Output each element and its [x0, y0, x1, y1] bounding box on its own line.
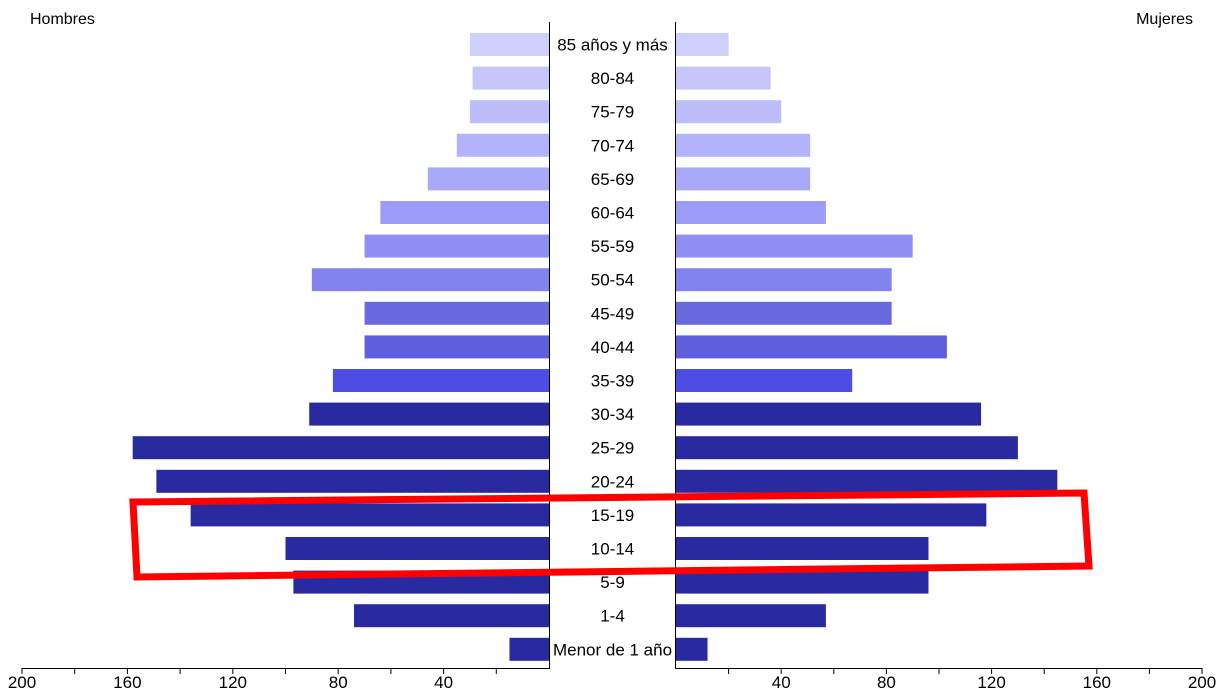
age-label-1: 80-84 — [591, 69, 634, 88]
bar-mujeres-6 — [676, 234, 913, 258]
bar-hombres-10 — [332, 369, 549, 392]
age-label-17: 1-4 — [600, 607, 625, 626]
bar-hombres-15 — [285, 537, 549, 560]
bar-hombres-17 — [354, 604, 549, 628]
right-tick-label-0: 40 — [772, 673, 791, 691]
bar-hombres-12 — [132, 436, 550, 460]
right-tick-label-3: 160 — [1083, 673, 1111, 691]
bar-hombres-0 — [469, 33, 549, 56]
bar-mujeres-16 — [676, 570, 929, 594]
bar-mujeres-2 — [676, 100, 782, 124]
bar-hombres-14 — [190, 503, 549, 527]
bar-mujeres-14 — [676, 503, 987, 527]
bar-mujeres-1 — [676, 66, 771, 90]
right-tick-label-1: 80 — [877, 673, 896, 691]
bar-mujeres-0 — [676, 33, 729, 56]
left-tick-label-2: 120 — [219, 673, 247, 691]
age-label-13: 20-24 — [591, 472, 634, 491]
left-tick-label-1: 160 — [113, 673, 141, 691]
bar-mujeres-5 — [676, 201, 826, 224]
bar-mujeres-4 — [676, 167, 811, 191]
bar-hombres-9 — [364, 335, 549, 359]
male-bars — [132, 33, 550, 661]
bar-hombres-3 — [456, 133, 549, 157]
bar-mujeres-3 — [676, 133, 811, 157]
age-label-12: 25-29 — [591, 439, 634, 458]
bar-mujeres-9 — [676, 335, 947, 359]
bar-hombres-2 — [469, 100, 549, 124]
age-label-6: 55-59 — [591, 237, 634, 256]
left-tick-label-3: 80 — [329, 673, 348, 691]
right-series-label: Mujeres — [1136, 11, 1193, 28]
bar-hombres-18 — [509, 637, 549, 661]
age-label-16: 5-9 — [600, 573, 625, 592]
bar-hombres-5 — [380, 201, 549, 224]
bar-mujeres-8 — [676, 301, 892, 325]
bar-mujeres-12 — [676, 436, 1018, 460]
age-label-9: 40-44 — [591, 338, 634, 357]
age-label-0: 85 años y más — [557, 36, 668, 55]
age-label-2: 75-79 — [591, 103, 634, 122]
left-tick-label-4: 40 — [434, 673, 453, 691]
bar-mujeres-7 — [676, 268, 892, 292]
bar-hombres-1 — [472, 66, 549, 90]
bar-hombres-13 — [156, 469, 549, 493]
age-label-7: 50-54 — [591, 271, 634, 290]
bar-hombres-6 — [364, 234, 549, 258]
age-label-15: 10-14 — [591, 540, 634, 559]
bar-hombres-7 — [311, 268, 549, 292]
age-label-5: 60-64 — [591, 204, 634, 223]
age-label-4: 65-69 — [591, 170, 634, 189]
right-tick-label-2: 120 — [977, 673, 1005, 691]
age-label-8: 45-49 — [591, 304, 634, 323]
left-series-label: Hombres — [30, 11, 95, 28]
age-label-14: 15-19 — [591, 506, 634, 525]
age-label-10: 35-39 — [591, 372, 634, 391]
left-tick-label-0: 200 — [8, 673, 36, 691]
bar-mujeres-13 — [676, 469, 1058, 493]
bar-hombres-11 — [309, 402, 549, 426]
right-tick-label-4: 200 — [1188, 673, 1216, 691]
age-group-labels: 85 años y más 80-84 75-79 70-74 65-69 60-64 55… — [553, 36, 672, 660]
highlight-rectangle — [129, 489, 1093, 581]
bar-hombres-8 — [364, 301, 549, 325]
female-bars — [676, 33, 1058, 661]
bar-mujeres-11 — [676, 402, 982, 426]
bar-mujeres-17 — [676, 604, 826, 628]
bar-mujeres-10 — [676, 369, 853, 392]
age-label-18: Menor de 1 año — [553, 640, 672, 659]
age-label-3: 70-74 — [591, 136, 634, 155]
bar-mujeres-18 — [676, 637, 708, 661]
x-axis-ticks: 200 160 120 80 40 40 80 120 160 200 — [8, 668, 1216, 691]
age-label-11: 30-34 — [591, 405, 634, 424]
bar-hombres-4 — [427, 167, 549, 191]
bar-mujeres-15 — [676, 537, 929, 560]
